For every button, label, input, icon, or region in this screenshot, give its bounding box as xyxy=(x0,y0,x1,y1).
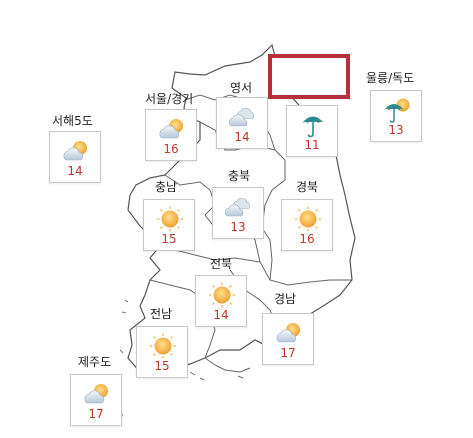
sunny-icon xyxy=(207,282,237,308)
island-marks xyxy=(119,299,244,381)
cloudy-icon xyxy=(228,104,258,130)
region-label-jeju: 제주도 xyxy=(78,355,112,369)
sunny-icon xyxy=(148,333,178,359)
region-label-yeongseo: 영서 xyxy=(230,81,253,95)
weather-card-jeonnam[interactable]: 15 xyxy=(136,326,188,378)
umbrella-sun-icon xyxy=(382,97,412,123)
partly-cloudy-icon xyxy=(61,138,91,164)
weather-card-jeju[interactable]: 17 xyxy=(70,374,122,426)
weather-card-yeongdong[interactable]: 11 xyxy=(286,105,338,157)
temperature: 15 xyxy=(154,359,170,373)
temperature: 16 xyxy=(299,232,315,246)
region-label-gyeongnam: 경남 xyxy=(274,292,297,306)
region-label-gyeongbuk: 경북 xyxy=(296,180,319,194)
sunny-icon xyxy=(293,206,323,232)
partly-cloudy-icon xyxy=(157,116,187,142)
weather-card-chungbuk[interactable]: 13 xyxy=(212,187,264,239)
weather-card-gyeongbuk[interactable]: 16 xyxy=(281,199,333,251)
partly-cloudy-icon xyxy=(274,320,304,346)
temperature: 13 xyxy=(230,220,246,234)
temperature: 14 xyxy=(234,130,250,144)
partly-cloudy-icon xyxy=(82,381,112,407)
region-label-chungnam: 충남 xyxy=(155,180,178,194)
weather-card-seohae5do[interactable]: 14 xyxy=(49,131,101,183)
weather-card-seoul[interactable]: 16 xyxy=(145,109,197,161)
temperature: 13 xyxy=(388,123,404,137)
temperature: 11 xyxy=(304,138,320,152)
temperature: 17 xyxy=(280,346,296,360)
cloudy-icon xyxy=(224,194,254,220)
umbrella-icon xyxy=(298,112,328,138)
temperature: 14 xyxy=(67,164,83,178)
highlight-box xyxy=(268,54,350,99)
weather-card-chungnam[interactable]: 15 xyxy=(143,199,195,251)
region-label-chungbuk: 충북 xyxy=(228,169,251,183)
temperature: 16 xyxy=(163,142,179,156)
weather-card-jeonbuk[interactable]: 14 xyxy=(195,275,247,327)
temperature: 17 xyxy=(88,407,104,421)
region-label-jeonbuk: 전북 xyxy=(210,257,233,271)
weather-card-yeongseo[interactable]: 14 xyxy=(216,97,268,149)
weather-card-gyeongnam[interactable]: 17 xyxy=(262,313,314,365)
region-label-ulleung: 울릉/독도 xyxy=(366,71,415,85)
sunny-icon xyxy=(155,206,185,232)
region-label-seohae5do: 서해5도 xyxy=(52,114,93,128)
region-label-jeonnam: 전남 xyxy=(150,307,173,321)
region-label-seoul: 서울/경기 xyxy=(145,92,194,106)
temperature: 14 xyxy=(213,308,229,322)
temperature: 15 xyxy=(161,232,177,246)
weather-card-ulleung[interactable]: 13 xyxy=(370,90,422,142)
